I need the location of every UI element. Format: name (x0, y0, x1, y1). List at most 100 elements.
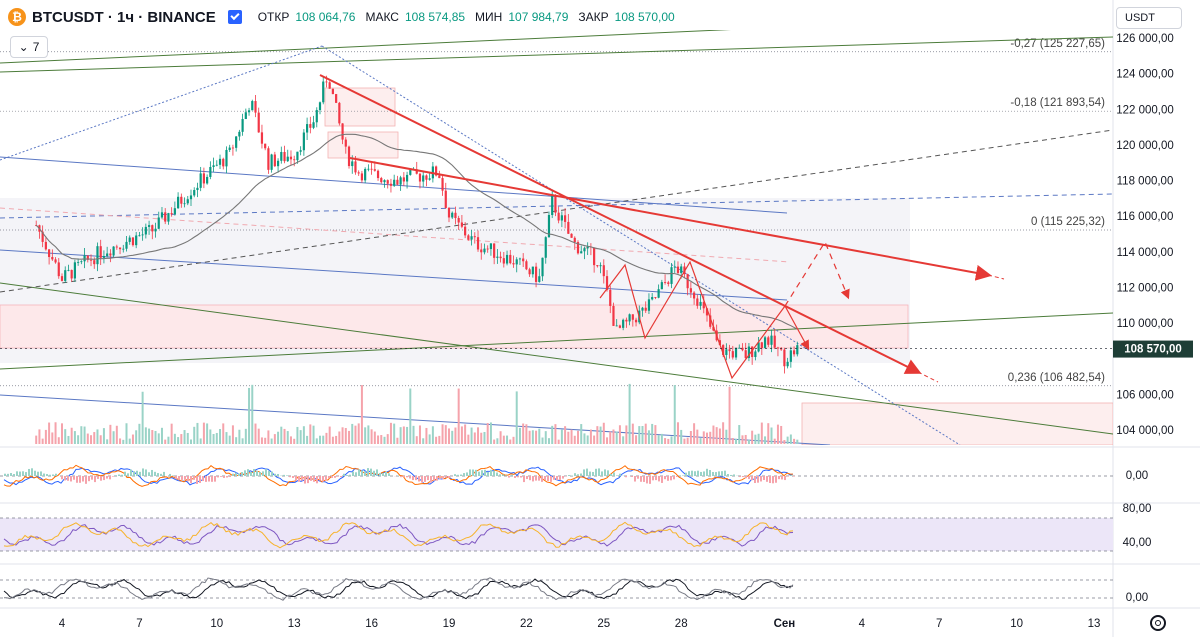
volume-bar (283, 428, 286, 444)
macd-hist (232, 473, 234, 476)
candle-body (276, 160, 280, 167)
volume-bar (538, 428, 541, 444)
green-line-low (0, 282, 1113, 435)
volume-bar (370, 429, 373, 444)
macd-hist (508, 476, 510, 478)
volume-bar (122, 439, 125, 444)
symbol-title[interactable]: BTCUSDT · 1ч · BINANCE (32, 8, 216, 26)
macd-hist (40, 471, 42, 476)
macd-hist (559, 476, 561, 480)
volume-bar (635, 435, 638, 444)
macd-hist (151, 469, 153, 476)
volume-bar (167, 436, 170, 444)
macd-hist (16, 471, 18, 476)
candle-body (544, 237, 547, 258)
macd-hist (154, 471, 156, 476)
candle-body (660, 282, 663, 290)
volume-bar (273, 434, 276, 444)
macd-hist (412, 476, 414, 481)
candle-body (480, 249, 483, 253)
osc-tick-label: 40,00 (1123, 537, 1152, 549)
volume-bar (112, 431, 115, 444)
macd-hist (52, 474, 54, 476)
volume-bar (119, 438, 122, 444)
volume-bar (183, 430, 186, 444)
time-axis[interactable]: 4 7 10 13 16 19 22 25 28 Сен 4 7 10 13 (59, 618, 1101, 630)
candle-body (493, 243, 496, 258)
candle-body (538, 276, 541, 282)
macd-hist (109, 476, 111, 480)
volume-bar (535, 430, 538, 444)
volume-bar (457, 388, 460, 444)
volume-bar (86, 433, 89, 444)
candle-body (428, 178, 431, 180)
macd-hist (730, 474, 732, 476)
macd-hist (13, 474, 15, 476)
candle-body (312, 122, 315, 128)
candle-body (199, 173, 202, 188)
macd-hist (379, 472, 381, 476)
x-tick-label: 7 (136, 618, 142, 630)
candle-body (789, 350, 792, 362)
macd-hist (106, 476, 108, 479)
macd-hist (205, 476, 207, 482)
volume-bar (157, 433, 160, 444)
candle-body (151, 225, 154, 232)
macd-hist (784, 476, 786, 481)
macd-hist (727, 474, 729, 476)
macd-hist (196, 476, 198, 484)
candle-body (634, 319, 638, 323)
volume-bar (125, 423, 128, 444)
candle-body (751, 346, 754, 358)
macd-hist (778, 476, 780, 480)
candle-body (454, 212, 457, 219)
checkbox-icon[interactable] (227, 10, 242, 24)
candle-body (560, 215, 563, 221)
macd-hist (211, 476, 213, 482)
macd-hist (352, 471, 354, 476)
volume-bar (51, 432, 54, 444)
macd-hist (244, 470, 246, 476)
candle-body (183, 203, 186, 205)
high-label: МАКС (365, 10, 399, 24)
volume-bar (412, 425, 415, 444)
macd-hist (46, 474, 48, 476)
candle-body (770, 335, 773, 345)
price-axis[interactable]: 126 000,00 124 000,00 122 000,00 120 000,00… (1116, 33, 1174, 437)
macd-hist (37, 471, 39, 476)
candle-body (167, 213, 170, 222)
volume-bar (199, 438, 202, 444)
volume-bar (402, 426, 405, 444)
volume-bar (751, 430, 754, 444)
candle-body (280, 152, 283, 161)
volume-bar (160, 427, 163, 444)
stoch-pane (0, 577, 1113, 601)
volume-bar (622, 436, 625, 444)
candle-body (576, 242, 580, 254)
volume-bar (196, 422, 199, 444)
macd-hist (544, 476, 546, 481)
volume-bar (344, 428, 347, 444)
candle-body (347, 146, 351, 167)
volume-bar (380, 435, 383, 444)
volume-bar (741, 435, 744, 444)
volume-bar (348, 430, 351, 444)
volume-bar (296, 426, 299, 444)
settings-gear-icon[interactable] (1150, 615, 1166, 631)
macd-hist (472, 469, 474, 476)
candle-body (435, 166, 438, 176)
indicators-toggle-button[interactable]: ⌄ 7 (10, 36, 48, 58)
macd-hist (400, 476, 402, 478)
macd-hist (640, 476, 642, 482)
currency-selector[interactable]: USDT (1116, 7, 1182, 29)
candle-body (273, 154, 276, 167)
volume-bar (335, 435, 338, 444)
macd-hist (172, 475, 174, 476)
volume-bar (512, 436, 515, 444)
volume-bar (551, 425, 554, 444)
macd-hist (187, 476, 189, 482)
macd-hist (742, 476, 744, 478)
volume-bar (338, 431, 341, 444)
volume-bar (557, 439, 560, 444)
